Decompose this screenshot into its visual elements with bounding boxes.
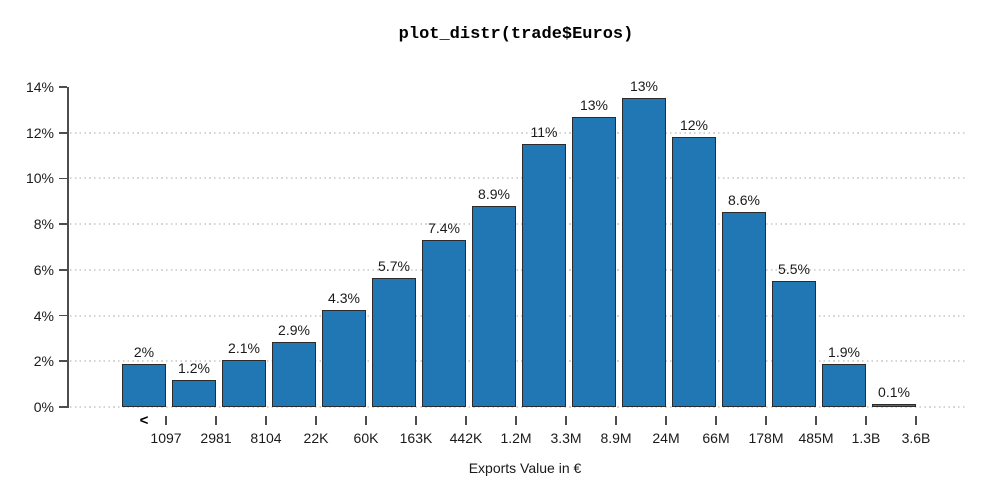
x-tick-label: 24M	[652, 430, 680, 446]
x-tick-label: 60K	[353, 430, 379, 446]
bar-value-label: 13%	[579, 96, 609, 113]
chart-title: plot_distr(trade$Euros)	[398, 25, 634, 44]
bar-value-label: 8.6%	[728, 191, 760, 208]
bar-value-label: 2.1%	[228, 340, 260, 357]
bar-value-label: 5.5%	[778, 261, 810, 278]
bar-value-label: 1.2%	[178, 359, 210, 376]
gridline	[70, 314, 965, 317]
x-axis-tick	[665, 416, 667, 425]
bar	[772, 281, 816, 407]
y-axis-tick	[59, 269, 67, 271]
bar	[722, 211, 766, 407]
bar	[272, 341, 316, 407]
x-tick-label: 2981	[200, 430, 232, 446]
bar-value-label: 13%	[629, 78, 659, 95]
bar	[622, 98, 666, 407]
y-axis-tick	[59, 177, 67, 180]
x-axis-tick	[565, 416, 567, 425]
y-tick-label: 6%	[33, 261, 54, 278]
bar	[222, 360, 266, 407]
gridline	[70, 131, 965, 134]
y-axis-tick	[59, 406, 67, 408]
x-axis-tick	[515, 416, 517, 425]
x-tick-label: 1.3B	[851, 430, 881, 446]
x-tick-label: 3.3M	[550, 430, 582, 446]
y-axis-line	[67, 87, 69, 408]
bar	[822, 363, 866, 407]
x-axis-tick	[215, 416, 217, 425]
x-axis-tick	[365, 416, 367, 425]
gridline	[70, 223, 965, 226]
bar	[322, 309, 366, 407]
x-axis-tick	[715, 416, 717, 425]
x-tick-label: 8104	[250, 430, 282, 446]
bar-value-label: 11%	[530, 124, 558, 141]
bar	[472, 205, 516, 407]
x-tick-label: 1.2M	[500, 430, 532, 446]
x-axis-tick	[315, 416, 317, 425]
x-axis-title: Exports Value in €	[468, 460, 582, 476]
y-tick-label: 10%	[25, 170, 54, 187]
gridline	[70, 268, 965, 271]
x-axis-tick	[815, 416, 817, 425]
x-tick-label: 8.9M	[600, 430, 632, 446]
y-tick-label: 14%	[25, 79, 54, 95]
y-axis-tick	[59, 314, 67, 317]
bar	[122, 363, 166, 407]
bar-value-label: 5.7%	[378, 257, 410, 274]
y-axis-tick	[59, 223, 67, 225]
bar	[372, 277, 416, 407]
x-tick-label: 442K	[449, 430, 483, 446]
bar	[572, 116, 616, 407]
x-tick-label: 178M	[748, 430, 784, 446]
bar-value-label: 12%	[679, 117, 709, 134]
x-axis-tick	[465, 416, 467, 425]
x-tick-label: 485M	[798, 430, 834, 446]
x-tick-label: 163K	[399, 430, 433, 446]
gridline	[70, 360, 965, 363]
bar-value-label: 1.9%	[828, 343, 860, 360]
bar-value-label: 4.3%	[328, 289, 360, 306]
bar	[172, 379, 216, 407]
gridline	[70, 406, 965, 408]
bar-value-label: 2.9%	[278, 321, 310, 338]
x-tick-label: 3.6B	[901, 430, 931, 446]
y-tick-label: 8%	[33, 216, 54, 233]
y-axis-tick	[59, 131, 67, 134]
y-tick-label: 2%	[33, 353, 54, 370]
bar-value-label: 8.9%	[478, 185, 510, 202]
bar-value-label: 2%	[133, 343, 155, 360]
x-axis-tick	[765, 416, 767, 425]
gridline	[70, 177, 965, 180]
y-tick-label: 12%	[25, 124, 54, 141]
bar-value-label: 7.4%	[428, 220, 460, 237]
x-axis-tick	[915, 416, 917, 425]
bar	[672, 137, 716, 407]
bar	[872, 403, 916, 407]
bar	[422, 240, 466, 407]
y-axis-tick	[59, 86, 67, 88]
y-tick-label: 0%	[33, 399, 54, 415]
x-tick-label: 22K	[303, 430, 329, 446]
x-axis-tick	[415, 416, 417, 425]
x-axis-tick	[615, 416, 617, 425]
bar	[522, 144, 566, 407]
y-tick-label: 4%	[33, 307, 54, 324]
x-axis-tick	[865, 416, 867, 425]
y-axis-tick	[59, 360, 67, 363]
x-axis-tick	[165, 416, 167, 425]
x-tick-label: 66M	[702, 430, 730, 446]
less-than-marker: <	[139, 412, 149, 429]
x-tick-label: 1097	[150, 430, 182, 446]
x-axis-tick	[265, 416, 267, 425]
bar-value-label: 0.1%	[878, 383, 910, 400]
